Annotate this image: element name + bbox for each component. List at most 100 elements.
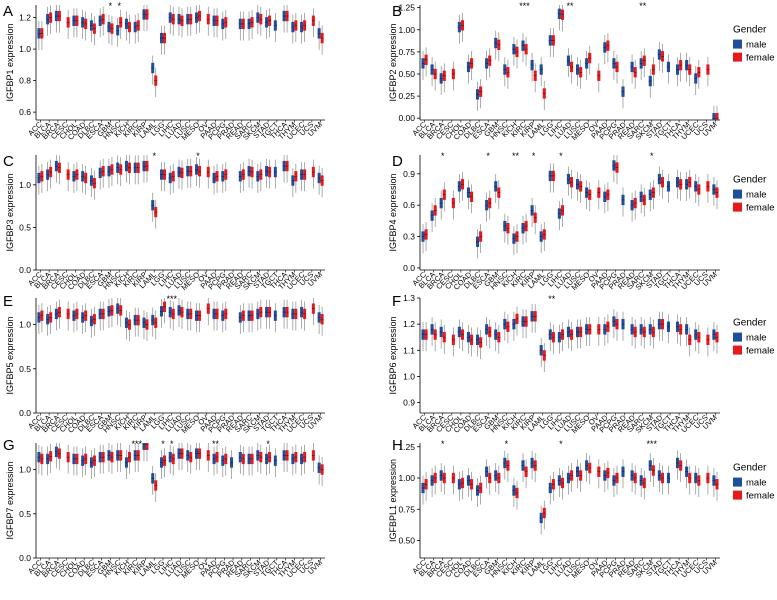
y-tick-label: 1.3 (403, 293, 415, 303)
y-tick-label: 0.5 (19, 222, 31, 232)
y-tick-label: 1.25 (398, 442, 415, 452)
legend-swatch-female (733, 490, 742, 500)
significance-mark: * (161, 439, 165, 449)
significance-mark: *** (166, 294, 177, 304)
significance-mark: * (196, 151, 200, 161)
legend-swatch-female (733, 52, 742, 62)
significance-mark: * (559, 439, 563, 449)
significance-mark: * (109, 1, 113, 11)
legend-title: Gender (733, 318, 767, 329)
panel-letter: A (3, 3, 13, 20)
y-tick-label: 0.9 (403, 169, 415, 179)
significance-mark: * (266, 439, 270, 449)
legend-label-female: female (746, 53, 775, 64)
y-tick-label: 0.0 (19, 408, 31, 418)
panel-letter: C (3, 153, 14, 170)
y-axis-label: IGFBP1 expression (5, 23, 15, 101)
significance-mark: * (441, 439, 445, 449)
legend-swatch-male (733, 189, 742, 199)
legend-label-female: female (746, 346, 775, 357)
y-tick-label: 0.0 (19, 553, 31, 563)
y-axis-label: IGFBP3 expression (5, 173, 15, 251)
legend-swatch-female (733, 202, 742, 212)
y-tick-label: 0.50 (398, 536, 415, 546)
legend: Gender male female (733, 25, 775, 64)
y-tick-label: 1.00 (398, 473, 415, 483)
y-tick-label: 0.6 (19, 107, 31, 117)
y-tick-label: 1.2 (19, 13, 31, 23)
y-axis-label: IGFBP2 expression (388, 23, 398, 101)
y-tick-label: 0.75 (398, 504, 415, 514)
panel-B: B IGFBP2 expression 0.00 0.25 0.50 0.75 1.00 1.… (388, 1, 775, 142)
y-tick-label: 0.0 (19, 265, 31, 275)
legend: Gender male female (733, 175, 775, 214)
y-tick-label: 1.25 (398, 3, 415, 13)
y-tick-label: 0.3 (403, 232, 415, 242)
significance-mark: * (441, 151, 445, 161)
panel-letter: G (3, 437, 15, 454)
box-male (712, 113, 716, 120)
legend-title: Gender (733, 463, 767, 474)
legend-swatch-male (733, 332, 742, 342)
y-tick-label: 0.5 (19, 364, 31, 374)
significance-mark: * (532, 151, 536, 161)
significance-mark: * (505, 439, 509, 449)
box-female (145, 443, 149, 450)
y-tick-label: 1.0 (19, 180, 31, 190)
y-tick-label: 1.1 (403, 345, 415, 355)
box-female (715, 113, 719, 120)
significance-mark: * (486, 151, 490, 161)
y-tick-label: 1.2 (403, 319, 415, 329)
y-tick-label: 1.0 (19, 465, 31, 475)
significance-mark: ** (548, 294, 556, 304)
legend: Gender male female (733, 318, 775, 357)
y-axis-label: IGFBP6 expression (388, 316, 398, 394)
significance-mark: ** (512, 151, 520, 161)
y-tick-label: 0.50 (398, 69, 415, 79)
y-tick-label: 0.75 (398, 47, 415, 57)
legend-label-female: female (746, 491, 775, 502)
panel-letter: F (392, 293, 401, 310)
y-axis-label: IGFBP7 expression (5, 461, 15, 539)
legend-label-male: male (746, 478, 767, 489)
legend: Gender male female (733, 463, 775, 502)
significance-mark: *** (131, 439, 142, 449)
y-tick-label: 0.0 (403, 263, 415, 273)
legend-label-male: male (746, 333, 767, 344)
y-tick-label: 0.9 (403, 398, 415, 408)
y-tick-label: 0.00 (398, 113, 415, 123)
legend-swatch-male (733, 477, 742, 487)
y-axis-label: IGFBP4 expression (388, 173, 398, 251)
significance-mark: * (170, 439, 174, 449)
significance-mark: * (559, 151, 563, 161)
significance-mark: * (152, 151, 156, 161)
significance-mark: ** (639, 1, 647, 11)
legend-label-female: female (746, 203, 775, 214)
y-tick-label: 1.0 (19, 320, 31, 330)
y-tick-label: 0.6 (403, 200, 415, 210)
y-axis-label: IGFBP5 expression (5, 316, 15, 394)
legend-label-male: male (746, 190, 767, 201)
y-tick-label: 1.0 (19, 44, 31, 54)
legend-title: Gender (733, 175, 767, 186)
y-tick-label: 0.8 (19, 76, 31, 86)
y-tick-label: 0.5 (19, 509, 31, 519)
legend-label-male: male (746, 40, 767, 51)
panel-letter: B (392, 3, 402, 20)
y-axis-label: IGFBPL1 expression (388, 459, 398, 542)
panel-letter: H (392, 437, 403, 454)
significance-mark: ** (212, 439, 220, 449)
y-tick-label: 1.00 (398, 25, 415, 35)
panel-letter: D (392, 153, 403, 170)
y-tick-label: 1.0 (403, 371, 415, 381)
legend-title: Gender (733, 25, 767, 36)
